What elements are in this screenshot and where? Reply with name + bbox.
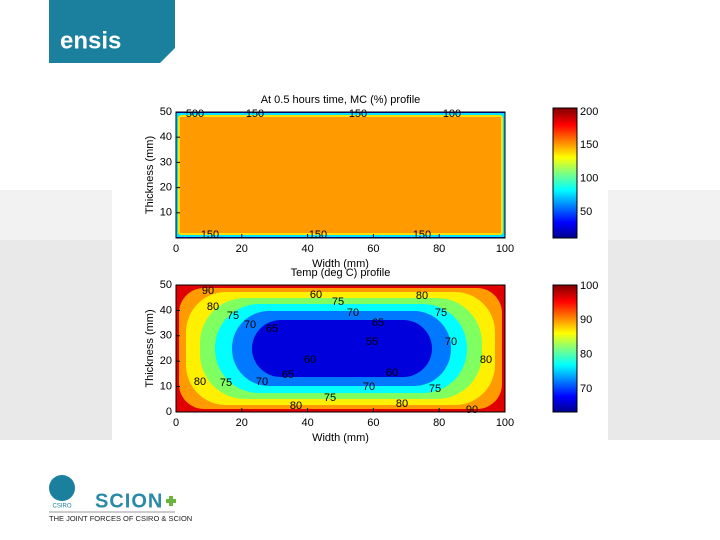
- x-axis-label: Width (mm): [312, 258, 369, 270]
- y-tick-label: 30: [160, 330, 172, 342]
- contour-label: 100: [443, 108, 461, 120]
- contour-label: 80: [480, 354, 492, 366]
- contour-label: 70: [256, 376, 268, 388]
- csiro-text: CSIRO: [52, 504, 71, 510]
- logo-corner: [160, 48, 175, 63]
- contour-label: 60: [386, 367, 398, 379]
- x-tick-label: 20: [236, 243, 248, 255]
- y-axis-label: Thickness (mm): [144, 136, 156, 214]
- contour-label: 70: [363, 381, 375, 393]
- contour-label: 75: [429, 383, 441, 395]
- x-tick-label: 80: [433, 417, 445, 429]
- contour-fill: [180, 117, 501, 233]
- contour-label: 80: [194, 376, 206, 388]
- colorbar: [552, 107, 578, 239]
- y-tick-label: 40: [160, 304, 172, 316]
- y-tick-label: 50: [160, 279, 172, 291]
- contour-fill: [252, 320, 432, 377]
- colorbar-tick-label: 70: [580, 383, 592, 395]
- x-tick-label: 60: [367, 417, 379, 429]
- axes-frame: [175, 284, 506, 413]
- x-tick-label: 80: [433, 243, 445, 255]
- y-tick-label: 10: [160, 381, 172, 393]
- contour-label: 65: [266, 323, 278, 335]
- x-tick-label: 40: [301, 243, 313, 255]
- x-tick-label: 20: [236, 417, 248, 429]
- contour-label: 150: [413, 229, 431, 241]
- contour-label: 60: [304, 354, 316, 366]
- contour-label: 80: [396, 398, 408, 410]
- y-tick-label: 10: [160, 207, 172, 219]
- contour-label: 70: [445, 336, 457, 348]
- y-axis-label: Thickness (mm): [144, 309, 156, 387]
- logo: ensis: [60, 27, 121, 54]
- x-tick-label: 100: [496, 243, 514, 255]
- contour-label: 150: [246, 108, 264, 120]
- colorbar-tick-label: 50: [580, 206, 592, 218]
- plot-title: At 0.5 hours time, MC (%) profile: [261, 94, 421, 106]
- y-tick-label: 20: [160, 182, 172, 194]
- colorbar-tick-label: 100: [580, 280, 598, 292]
- x-tick-label: 40: [301, 417, 313, 429]
- y-tick-label: 40: [160, 131, 172, 143]
- plot-title: Temp (deg C) profile: [291, 267, 391, 279]
- x-axis-label: Width (mm): [312, 432, 369, 444]
- scion-plus: [166, 496, 176, 506]
- contour-label: 75: [324, 392, 336, 404]
- colorbar-tick-label: 80: [580, 349, 592, 361]
- x-tick-label: 60: [367, 243, 379, 255]
- y-tick-label: 0: [166, 406, 172, 418]
- tagline: THE JOINT FORCES OF CSIRO & SCION: [49, 514, 192, 523]
- contour-label: 65: [282, 369, 294, 381]
- contour-label: 65: [372, 317, 384, 329]
- contour-label: 150: [309, 229, 327, 241]
- contour-label: 75: [435, 307, 447, 319]
- contour-label: 80: [207, 301, 219, 313]
- x-tick-label: 0: [173, 417, 179, 429]
- contour-label: 80: [290, 400, 302, 412]
- colorbar-tick-label: 200: [580, 106, 598, 118]
- x-tick-label: 0: [173, 243, 179, 255]
- csiro-logo: [49, 475, 75, 501]
- axes-frame: [175, 111, 506, 239]
- contour-label: 90: [466, 404, 478, 416]
- contour-label: 75: [227, 310, 239, 322]
- contour-label: 70: [347, 307, 359, 319]
- colorbar: [552, 284, 578, 413]
- logo-box: [49, 0, 175, 63]
- colorbar-tick-label: 100: [580, 173, 598, 185]
- contour-label: 500: [186, 108, 204, 120]
- contour-label: 150: [349, 108, 367, 120]
- contour-label: 55: [366, 336, 378, 348]
- y-tick-label: 30: [160, 156, 172, 168]
- contour-label: 75: [332, 296, 344, 308]
- y-tick-label: 20: [160, 355, 172, 367]
- contour-label: 90: [202, 285, 214, 297]
- colorbar-tick-label: 90: [580, 314, 592, 326]
- contour-label: 60: [310, 289, 322, 301]
- colorbar-tick-label: 150: [580, 139, 598, 151]
- contour-label: 70: [244, 319, 256, 331]
- y-tick-label: 50: [160, 106, 172, 118]
- scion-text: SCION: [95, 490, 163, 512]
- x-tick-label: 100: [496, 417, 514, 429]
- contour-label: 150: [201, 229, 219, 241]
- contour-label: 75: [220, 377, 232, 389]
- contour-label: 80: [416, 290, 428, 302]
